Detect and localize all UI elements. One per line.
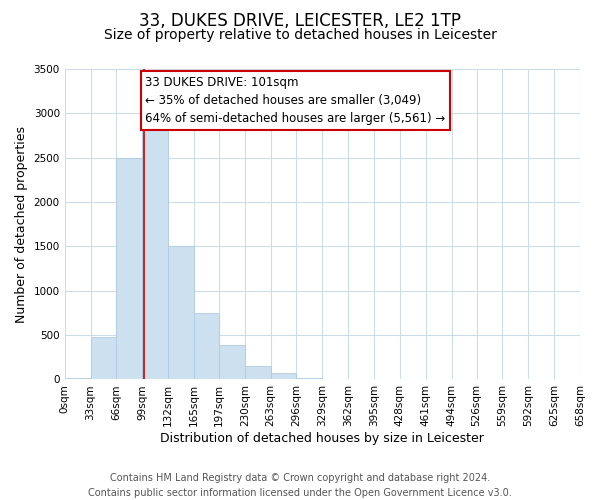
Bar (65, 378, 91, 380)
Bar (219, 345, 245, 380)
Y-axis label: Number of detached properties: Number of detached properties (15, 126, 28, 322)
Bar (271, 373, 296, 380)
Text: Contains HM Land Registry data © Crown copyright and database right 2024.
Contai: Contains HM Land Registry data © Crown c… (88, 472, 512, 498)
Text: Size of property relative to detached houses in Leicester: Size of property relative to detached ho… (104, 28, 496, 42)
Bar (116, 158, 142, 380)
Bar (296, 378, 322, 380)
Text: 33 DUKES DRIVE: 101sqm
← 35% of detached houses are smaller (3,049)
64% of semi-: 33 DUKES DRIVE: 101sqm ← 35% of detached… (145, 76, 446, 125)
X-axis label: Distribution of detached houses by size in Leicester: Distribution of detached houses by size … (160, 432, 484, 445)
Bar (168, 246, 194, 380)
Bar (91, 337, 116, 380)
Bar (142, 130, 168, 380)
Text: 33, DUKES DRIVE, LEICESTER, LE2 1TP: 33, DUKES DRIVE, LEICESTER, LE2 1TP (139, 12, 461, 30)
Bar (245, 366, 271, 380)
Bar (194, 313, 219, 380)
